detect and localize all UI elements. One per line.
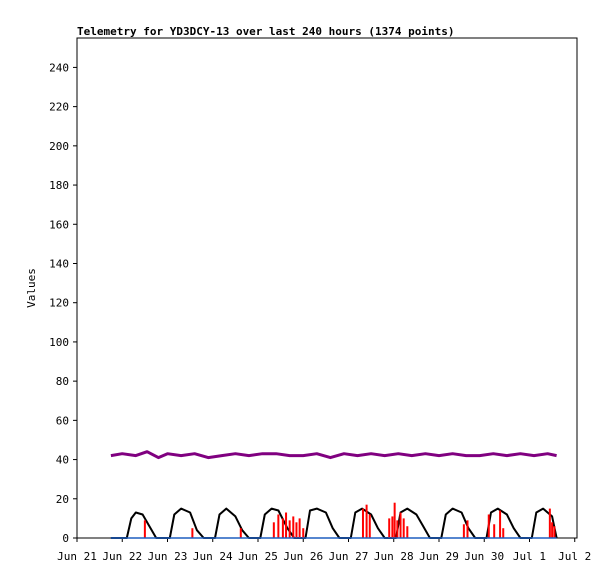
x-tick-label: Jun 22 (102, 550, 142, 563)
x-axis-ticks: Jun 21 Jun 22 Jun 23 Jun 24 Jun 25 Jun 26 Jun … (57, 538, 591, 563)
y-tick-label: 220 (49, 101, 69, 114)
y-tick-label: 140 (49, 257, 69, 270)
x-tick-label: Jun 30 (464, 550, 504, 563)
y-tick-label: 100 (49, 336, 69, 349)
x-tick-label: Jun 21 (57, 550, 97, 563)
y-tick-label: 120 (49, 297, 69, 310)
y-tick-label: 80 (56, 375, 69, 388)
x-tick-label: Jun 28 (374, 550, 414, 563)
y-tick-label: 40 (56, 454, 69, 467)
x-tick-label: Jun 25 (238, 550, 278, 563)
y-tick-label: 180 (49, 179, 69, 192)
y-tick-label: 240 (49, 61, 69, 74)
x-tick-label: Jun 29 (419, 550, 459, 563)
series-layer (110, 450, 558, 539)
chart-title: Telemetry for YD3DCY-13 over last 240 ho… (77, 25, 455, 38)
series-black-line (110, 507, 558, 539)
series-purple-line (110, 450, 557, 460)
x-tick-label: Jun 26 (283, 550, 323, 563)
series-red-bars (143, 502, 556, 538)
x-tick-label: Jul 2 (558, 550, 591, 563)
y-axis-ticks: 0 20 40 60 80 100 120 140 160 180 200 220 240 (49, 61, 77, 545)
y-tick-label: 0 (62, 532, 69, 545)
y-axis-label: Values (25, 268, 38, 308)
y-tick-label: 160 (49, 218, 69, 231)
x-tick-label: Jun 24 (193, 550, 233, 563)
plot-frame (76, 37, 578, 539)
x-tick-label: Jul 1 (513, 550, 546, 563)
y-tick-label: 200 (49, 140, 69, 153)
y-tick-label: 60 (56, 414, 69, 427)
x-tick-label: Jun 23 (148, 550, 188, 563)
y-tick-label: 20 (56, 493, 69, 506)
x-tick-label: Jun 27 (329, 550, 369, 563)
